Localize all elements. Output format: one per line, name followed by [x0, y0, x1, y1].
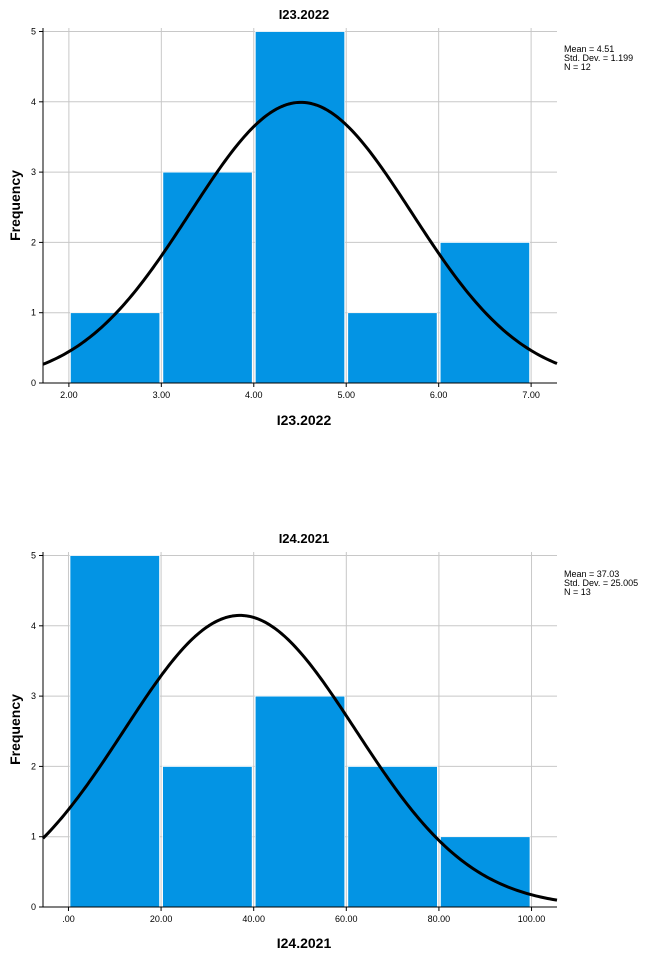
- x-axis-title: I23.2022: [277, 412, 332, 428]
- stats-label: Std. Dev. = 1.199: [564, 53, 633, 63]
- y-tick-label: 1: [31, 308, 36, 318]
- y-tick-label: 2: [31, 237, 36, 247]
- stats-label: Mean = 37.03: [564, 569, 619, 579]
- x-tick-label: 6.00: [430, 390, 448, 400]
- histogram-bar: [69, 312, 161, 384]
- x-tick-label: .00: [62, 914, 75, 924]
- y-tick-label: 4: [31, 97, 36, 107]
- x-tick-label: 3.00: [153, 390, 171, 400]
- y-tick-label: 3: [31, 167, 36, 177]
- y-axis-title: Frequency: [7, 694, 23, 765]
- y-tick-label: 4: [31, 621, 36, 631]
- x-tick-label: 100.00: [518, 914, 546, 924]
- histogram-chart-1: 0 1 2 3 4 5 2.00 3.00 4.00 5.00 6.00 7.00 I23.2022 I2…: [7, 7, 633, 428]
- histogram-bar: [162, 171, 253, 384]
- y-tick-label: 1: [31, 832, 36, 842]
- x-tick-label: 5.00: [337, 390, 355, 400]
- x-tick-label: 7.00: [522, 390, 540, 400]
- stats-label: N = 13: [564, 587, 591, 597]
- stats-label: Std. Dev. = 25.005: [564, 578, 638, 588]
- stats-label: N = 12: [564, 62, 591, 72]
- x-tick-label: 2.00: [60, 390, 78, 400]
- histogram-bar: [254, 695, 346, 908]
- y-tick-label: 0: [31, 378, 36, 388]
- normal-curve-line: [42, 100, 558, 366]
- x-tick-label: 40.00: [242, 914, 265, 924]
- x-tick-label: 60.00: [335, 914, 358, 924]
- histogram-chart-2: 0 1 2 3 4 5 .00 20.00 40.00 60.00 80.00 100.00 I24.2…: [7, 531, 638, 951]
- y-tick-label: 2: [31, 761, 36, 771]
- stats-label: Mean = 4.51: [564, 44, 614, 54]
- y-tick-label: 0: [31, 902, 36, 912]
- y-tick-label: 5: [31, 27, 36, 37]
- normal-curve-line: [41, 613, 558, 902]
- x-axis-title: I24.2021: [277, 935, 332, 951]
- x-tick-label: 80.00: [428, 914, 451, 924]
- histogram-bar: [440, 836, 531, 908]
- chart-title: I24.2021: [279, 531, 330, 546]
- y-axis-title: Frequency: [7, 170, 23, 241]
- histogram-bar: [347, 766, 438, 908]
- histogram-bar: [162, 766, 253, 908]
- y-tick-label: 3: [31, 691, 36, 701]
- histogram-bar: [254, 31, 346, 384]
- x-tick-label: 20.00: [150, 914, 173, 924]
- chart-title: I23.2022: [279, 7, 330, 22]
- histogram-bar: [69, 555, 160, 908]
- x-tick-label: 4.00: [245, 390, 263, 400]
- histogram-bar: [347, 312, 438, 384]
- y-tick-label: 5: [31, 551, 36, 561]
